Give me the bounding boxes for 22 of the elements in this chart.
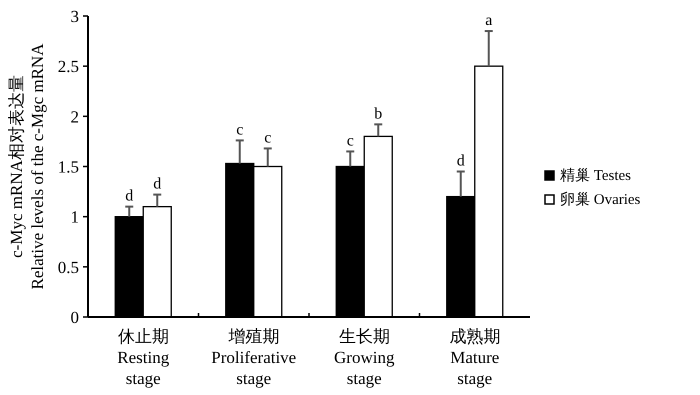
x-tick-label: 生长期 Growing stage	[334, 327, 395, 388]
data-label: c	[264, 129, 272, 146]
y-axis-title: c-Myc mRNA相对表达量 Relative levels of the c-Mgc mRNA	[7, 42, 47, 290]
x-tick-label: 休止期 Resting stage	[117, 327, 170, 388]
legend-label: 卵巢 Ovaries	[560, 191, 641, 208]
y-tick-label: 2	[70, 107, 79, 126]
legend-label: 精巢 Testes	[560, 167, 632, 184]
y-tick-label: 1	[70, 208, 79, 227]
data-label: a	[485, 12, 492, 30]
data-label: d	[125, 188, 134, 205]
x-tick-label: 增殖期 Proliferative stage	[211, 327, 296, 388]
data-label: c	[236, 121, 244, 138]
y-tick-label: 0	[70, 308, 79, 327]
data-label: c	[346, 132, 354, 150]
x-tick-label: 成熟期 Mature stage	[449, 327, 500, 388]
y-tick-label: 3	[70, 7, 79, 26]
y-tick-label: 0.5	[58, 258, 79, 277]
data-label: d	[456, 152, 465, 170]
y-tick-label: 2.5	[58, 57, 79, 76]
y-tick-label: 1.5	[58, 158, 79, 176]
data-label: b	[374, 105, 382, 122]
data-label: d	[153, 176, 162, 193]
